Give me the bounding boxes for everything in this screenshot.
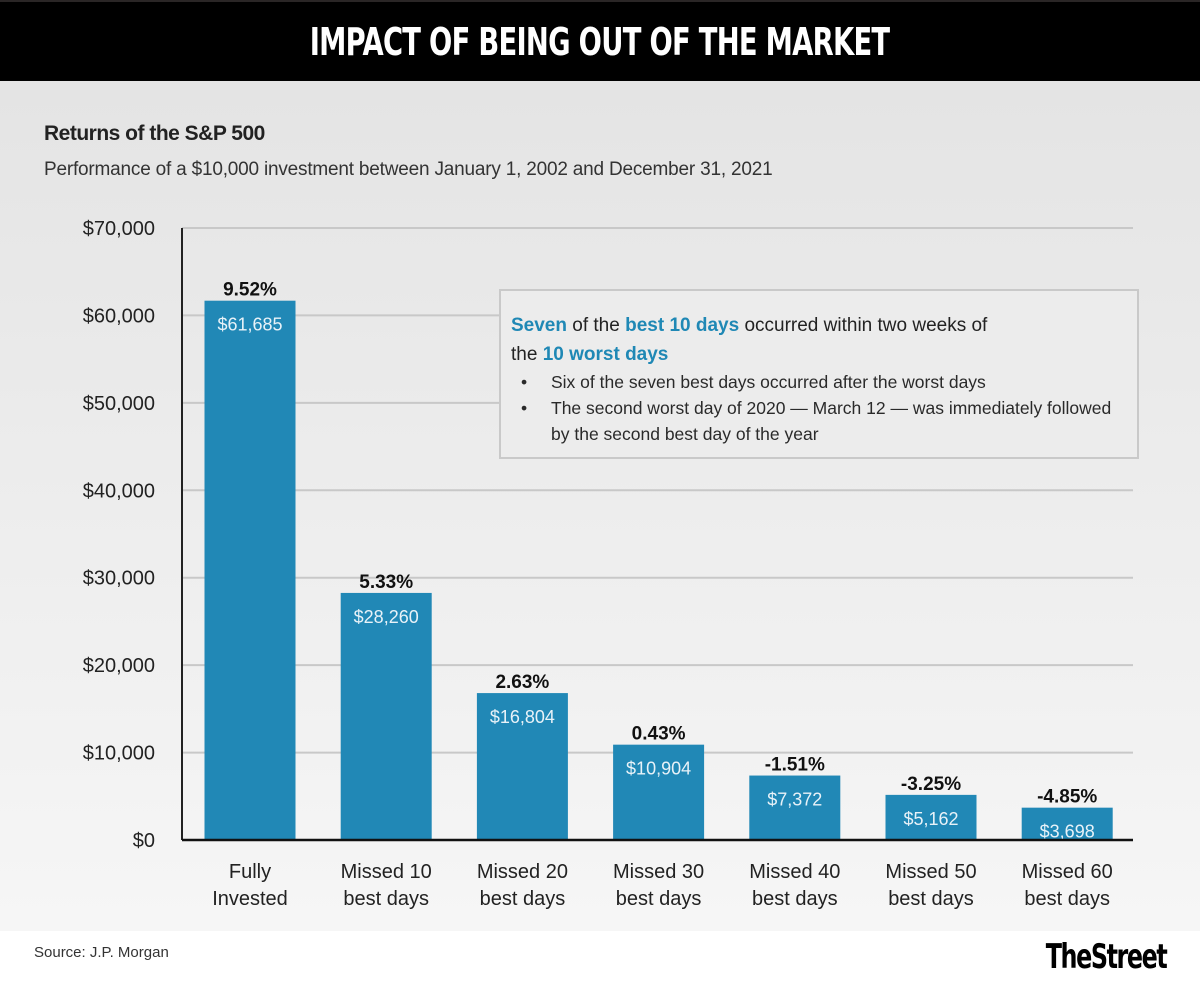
bar-return-label: -3.25% [901, 774, 961, 795]
chart-title: Returns of the S&P 500 [44, 122, 265, 145]
bar-value-label: $3,698 [1040, 822, 1095, 842]
bar [885, 794, 977, 840]
callout-bullet: The second worst day of 2020 — March 12 … [521, 395, 1129, 447]
y-tick-label: $70,000 [83, 218, 155, 240]
bar-return-label: -4.85% [1037, 787, 1097, 808]
x-tick-label: Missed 50 [885, 861, 976, 883]
bar-value-label: $61,685 [217, 315, 282, 335]
chart-subtitle: Performance of a $10,000 investment betw… [44, 159, 773, 180]
callout-text: of the [566, 315, 626, 336]
y-tick-label: $40,000 [83, 480, 155, 502]
thestreet-logo: TheStreet [1045, 937, 1167, 977]
bar-value-label: $28,260 [354, 607, 419, 627]
bar-value-label: $5,162 [903, 809, 958, 829]
bar [613, 744, 705, 840]
x-tick-label: best days [752, 888, 838, 910]
header-banner: IMPACT OF BEING OUT OF THE MARKET [0, 0, 1200, 81]
bar-return-label: 0.43% [632, 724, 686, 745]
x-tick-label: Invested [212, 888, 288, 910]
x-tick-label: Missed 20 [477, 861, 568, 883]
bar-return-label: -1.51% [765, 755, 825, 776]
x-tick-label: best days [1024, 888, 1110, 910]
y-tick-label: $30,000 [83, 568, 155, 590]
x-tick-label: best days [480, 888, 566, 910]
bar [476, 693, 568, 840]
bar [749, 775, 841, 840]
x-tick-label: Missed 10 [341, 861, 432, 883]
y-tick-label: $0 [133, 830, 155, 852]
source-note: Source: J.P. Morgan [34, 944, 169, 961]
x-tick-label: Fully [229, 861, 271, 883]
y-tick-label: $50,000 [83, 393, 155, 415]
bar [204, 300, 296, 840]
bar-value-label: $10,904 [626, 759, 691, 779]
x-tick-label: Missed 40 [749, 861, 840, 883]
callout-headline: Seven of the best 10 days occurred withi… [511, 311, 1129, 369]
bar [1021, 807, 1113, 840]
x-tick-label: best days [616, 888, 702, 910]
callout-bullet: Six of the seven best days occurred afte… [521, 369, 1129, 395]
y-tick-label: $10,000 [83, 743, 155, 765]
chart-panel [0, 81, 1200, 931]
callout-box: Seven of the best 10 days occurred withi… [499, 289, 1139, 459]
callout-bullets: Six of the seven best days occurred afte… [511, 369, 1129, 447]
bar-value-label: $16,804 [490, 707, 555, 727]
bar-return-label: 2.63% [495, 672, 549, 693]
bar-return-label: 9.52% [223, 280, 277, 301]
x-tick-label: best days [888, 888, 974, 910]
x-tick-label: Missed 60 [1022, 861, 1113, 883]
bar-value-label: $7,372 [767, 790, 822, 810]
y-tick-label: $60,000 [83, 305, 155, 327]
callout-highlight: best 10 days [625, 315, 740, 336]
x-tick-label: Missed 30 [613, 861, 704, 883]
callout-text: the [511, 344, 543, 365]
callout-highlight: 10 worst days [542, 344, 669, 365]
header-title: IMPACT OF BEING OUT OF THE MARKET [310, 19, 890, 64]
callout-highlight: Seven [511, 315, 567, 336]
x-tick-label: best days [343, 888, 429, 910]
bar-return-label: 5.33% [359, 572, 413, 593]
y-tick-label: $20,000 [83, 655, 155, 677]
bar [340, 592, 432, 840]
callout-text: occurred within two weeks of [739, 315, 988, 336]
